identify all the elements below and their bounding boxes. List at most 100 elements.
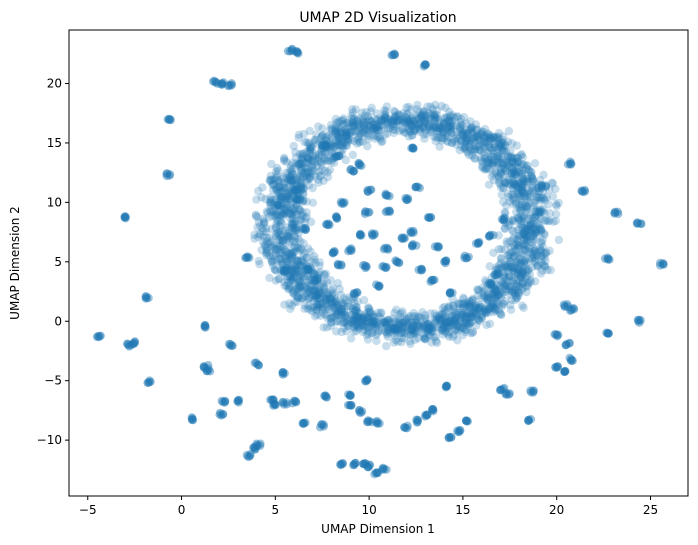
data-point-1110 [536, 269, 546, 278]
data-point-1309 [272, 256, 281, 265]
data-point-654 [305, 174, 315, 184]
data-point-2989 [322, 220, 331, 229]
data-point-53 [484, 180, 494, 189]
data-point-2263 [367, 103, 376, 113]
data-point-2874 [462, 416, 471, 425]
data-point-2404 [507, 295, 517, 304]
data-point-3002 [337, 260, 346, 269]
data-point-738 [493, 265, 503, 275]
data-point-2010 [411, 317, 420, 326]
data-point-1407 [517, 169, 527, 179]
data-point-1354 [312, 306, 321, 315]
data-point-2913 [551, 330, 560, 339]
data-point-1044 [294, 281, 303, 290]
data-point-147 [439, 128, 449, 137]
data-point-1304 [364, 303, 373, 312]
data-point-2161 [288, 261, 297, 270]
data-point-2124 [471, 303, 480, 313]
data-point-1048 [491, 284, 500, 294]
data-point-559 [419, 114, 428, 124]
data-point-1496 [347, 111, 356, 121]
data-point-2298 [528, 253, 538, 262]
data-point-659 [333, 307, 342, 317]
data-point-145 [491, 304, 500, 313]
data-point-1476 [294, 278, 303, 288]
data-point-2662 [126, 340, 136, 350]
data-point-1809 [315, 281, 324, 291]
data-point-232 [507, 264, 517, 274]
data-point-774 [480, 306, 489, 315]
data-point-2511 [503, 179, 513, 189]
data-point-2902 [560, 367, 569, 377]
data-point-2597 [337, 305, 346, 315]
data-point-30 [315, 303, 324, 312]
data-point-127 [331, 122, 340, 131]
data-point-766 [350, 291, 359, 301]
data-point-2253 [511, 264, 520, 273]
data-point-2683 [200, 321, 209, 330]
data-point-1919 [532, 227, 542, 236]
data-point-1506 [480, 304, 490, 313]
data-point-1923 [349, 122, 359, 131]
data-point-1213 [278, 241, 287, 250]
data-point-3181 [434, 242, 443, 251]
data-point-1312 [477, 311, 486, 321]
data-point-1341 [272, 185, 281, 194]
data-point-2398 [283, 278, 293, 288]
data-point-529 [270, 199, 279, 208]
data-point-1326 [370, 119, 379, 128]
data-point-1826 [380, 130, 390, 139]
data-point-407 [367, 329, 376, 338]
data-point-16 [516, 282, 525, 291]
data-point-2357 [525, 275, 535, 284]
data-point-965 [296, 172, 305, 181]
data-point-1262 [380, 109, 389, 119]
data-point-2555 [369, 317, 378, 327]
data-point-663 [546, 265, 555, 275]
data-point-513 [406, 325, 415, 334]
data-point-688 [292, 174, 301, 183]
data-point-421 [520, 176, 530, 186]
data-point-1452 [354, 124, 363, 133]
data-point-1086 [326, 294, 335, 304]
data-point-3032 [427, 275, 436, 285]
data-point-2918 [565, 338, 574, 348]
data-point-2857 [442, 381, 451, 390]
data-point-2964 [541, 182, 551, 191]
data-point-256 [307, 275, 316, 285]
data-point-2322 [399, 323, 408, 332]
data-point-1614 [407, 325, 416, 334]
data-point-717 [438, 320, 447, 329]
data-point-2183 [267, 236, 276, 245]
data-point-1604 [477, 313, 487, 322]
data-point-357 [405, 127, 414, 136]
data-point-1378 [340, 126, 349, 135]
data-point-750 [307, 169, 316, 179]
data-point-2078 [338, 120, 347, 129]
data-point-1439 [484, 304, 493, 313]
data-point-302 [512, 281, 521, 291]
data-point-2780 [351, 458, 360, 468]
data-point-431 [529, 230, 538, 239]
data-point-1237 [502, 281, 512, 290]
data-point-1571 [456, 118, 465, 127]
data-point-132 [481, 156, 490, 165]
data-point-2741 [271, 400, 280, 409]
data-point-2755 [278, 367, 288, 377]
data-point-1279 [486, 134, 496, 143]
data-point-2890 [524, 415, 533, 425]
x-tick-label-4: 15 [455, 503, 470, 517]
data-point-2448 [480, 132, 489, 141]
data-point-3152 [499, 214, 509, 224]
data-point-2483 [495, 309, 505, 318]
data-point-2687 [199, 363, 209, 372]
data-point-606 [468, 135, 477, 144]
data-point-2928 [635, 318, 644, 327]
data-point-2364 [516, 194, 526, 204]
data-point-3084 [381, 191, 390, 200]
data-point-1813 [494, 134, 503, 143]
data-point-892 [445, 126, 454, 135]
data-point-1875 [273, 241, 282, 251]
data-point-3040 [462, 254, 471, 263]
data-point-1507 [508, 184, 518, 193]
